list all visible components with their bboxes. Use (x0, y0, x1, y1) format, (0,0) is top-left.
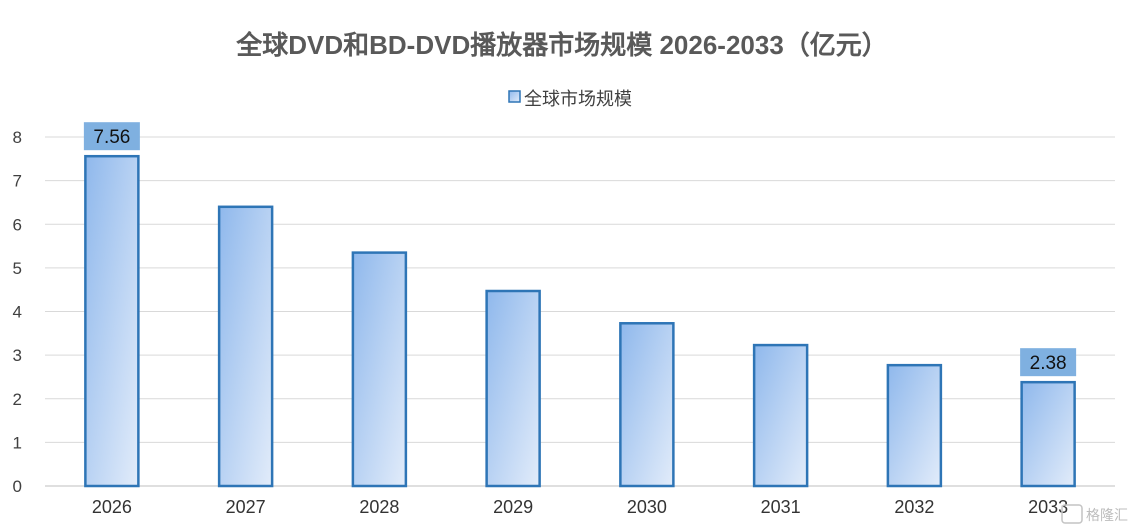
y-tick-label: 6 (13, 215, 22, 234)
x-tick-label: 2032 (894, 497, 934, 517)
y-tick-label: 2 (13, 390, 22, 409)
x-axis-ticks: 2026 2027 2028 2029 2030 2031 2032 2033 (92, 497, 1068, 517)
x-tick-label: 2031 (761, 497, 801, 517)
legend-swatch (508, 90, 521, 103)
bar-2031 (752, 343, 809, 488)
x-tick-label: 2028 (359, 497, 399, 517)
data-label-box (1020, 348, 1077, 377)
y-tick-label: 8 (13, 128, 22, 147)
bar-2027 (217, 205, 274, 488)
y-tick-label: 7 (13, 172, 22, 191)
legend-label: 全球市场规模 (524, 89, 632, 109)
x-tick-label: 2029 (493, 497, 533, 517)
chart-title: 全球DVD和BD-DVD播放器市场规模 2026-2033（亿元） (235, 30, 888, 60)
bar-2032 (886, 363, 943, 488)
y-tick-label: 1 (13, 433, 22, 452)
data-label: 7.56 (93, 127, 130, 148)
watermark-text: 格隆汇 (1086, 507, 1128, 523)
data-label: 2.38 (1030, 353, 1067, 374)
watermark-logo-icon (1061, 504, 1083, 524)
data-labels: 7.56 2.38 (83, 122, 1077, 377)
y-axis-ticks: 0 1 2 3 4 5 6 7 8 (13, 128, 22, 496)
bar-2028 (351, 251, 408, 488)
y-tick-label: 0 (13, 477, 22, 496)
bar-2030 (619, 322, 675, 488)
y-tick-label: 5 (13, 259, 22, 278)
legend: 全球市场规模 (508, 89, 632, 109)
y-tick-label: 3 (13, 346, 22, 365)
x-tick-label: 2033 (1028, 497, 1068, 517)
bar-2033 (1020, 380, 1076, 488)
y-tick-label: 4 (13, 303, 22, 322)
data-label-box (83, 122, 140, 151)
watermark: 格隆汇 (1061, 504, 1128, 524)
bar-2029 (485, 289, 541, 488)
x-tick-label: 2030 (627, 497, 667, 517)
gridlines (45, 136, 1115, 487)
bars (84, 154, 1076, 488)
bar-2026 (84, 154, 140, 488)
x-tick-label: 2026 (92, 497, 132, 517)
x-tick-label: 2027 (226, 497, 266, 517)
